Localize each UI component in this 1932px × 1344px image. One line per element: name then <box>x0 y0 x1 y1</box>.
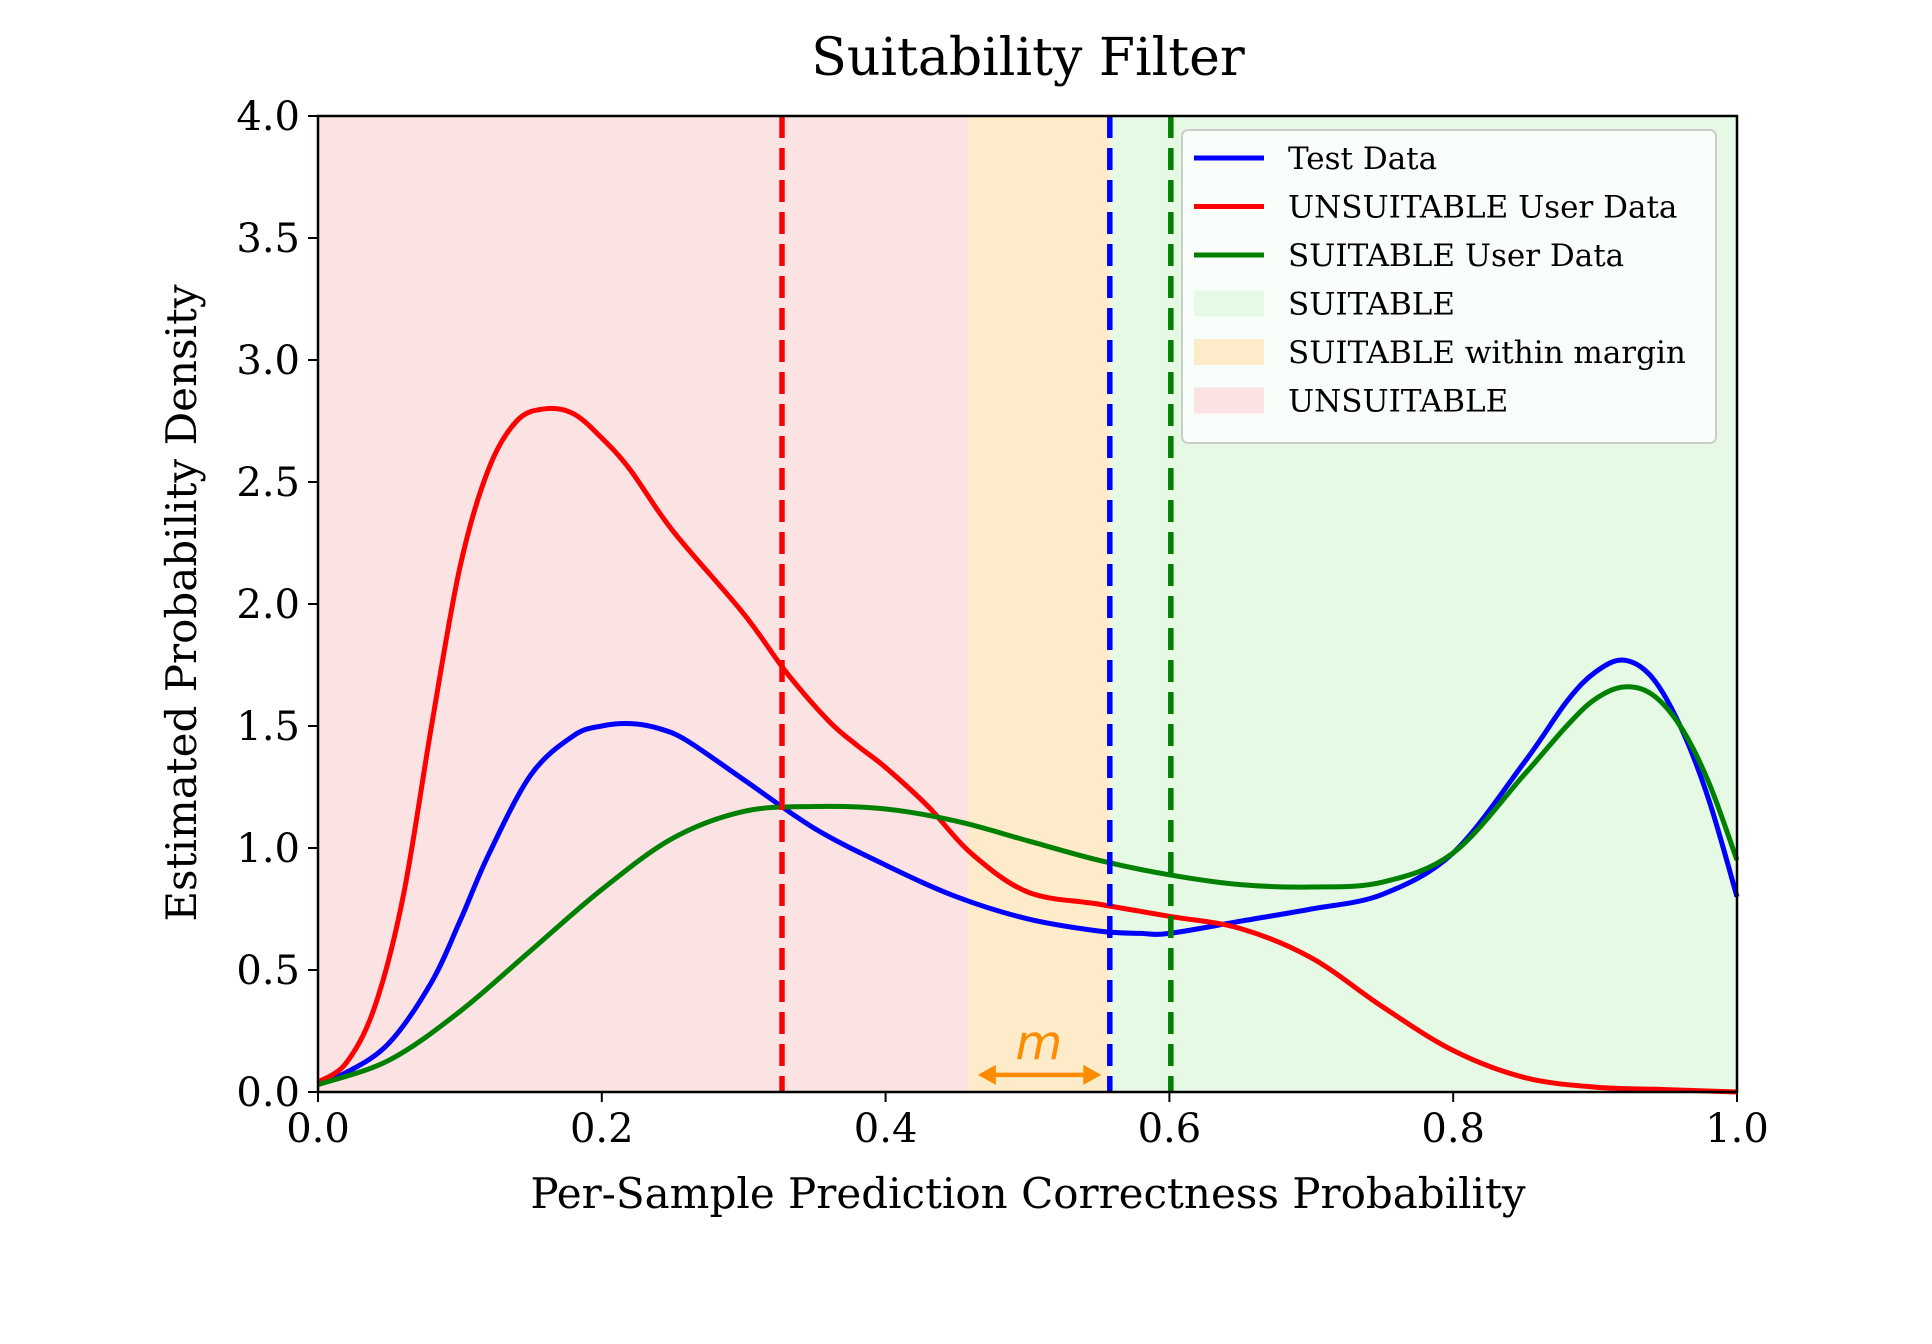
y-tick-label: 4.0 <box>236 94 300 140</box>
x-tick-label: 0.2 <box>570 1106 634 1152</box>
x-tick-label: 0.6 <box>1138 1106 1202 1152</box>
margin-annotation: m <box>977 1015 1102 1085</box>
series-test-data <box>317 657 1740 1085</box>
region-unsuitable <box>318 116 968 1092</box>
threshold-lines <box>779 116 1174 1092</box>
x-axis-label: Per-Sample Prediction Correctness Probab… <box>530 1169 1525 1218</box>
x-tick-label: 0.0 <box>286 1106 350 1152</box>
margin-arrow-head-left <box>977 1064 996 1085</box>
series-layer <box>316 405 1740 1095</box>
y-tick-label: 3.0 <box>236 338 300 384</box>
legend-label: UNSUITABLE <box>1288 384 1508 420</box>
series-suitable-user-data <box>317 684 1740 1088</box>
y-tick-label: 2.5 <box>236 460 300 506</box>
x-tick-label: 0.4 <box>854 1106 918 1152</box>
tick-marks <box>308 115 1738 1102</box>
x-tick-label: 0.8 <box>1421 1106 1485 1152</box>
y-tick-label: 3.5 <box>236 216 300 262</box>
plot-frame <box>316 114 1739 1094</box>
margin-label: m <box>1015 1015 1062 1071</box>
legend-label: SUITABLE within margin <box>1288 335 1686 371</box>
series-unsuitable-user-data <box>316 405 1738 1095</box>
y-axis-label: Estimated Probability Density <box>157 284 206 921</box>
region-suitable-within-margin <box>967 116 1110 1092</box>
y-tick-label: 2.0 <box>236 582 300 628</box>
y-tick-label: 0.0 <box>236 1070 300 1116</box>
y-tick-labels: 0.0 0.5 1.0 1.5 2.0 2.5 3.0 3.5 4.0 <box>236 94 300 1116</box>
x-tick-labels: 0.0 0.2 0.4 0.6 0.8 1.0 <box>286 1106 1769 1152</box>
legend-label: SUITABLE User Data <box>1288 238 1624 274</box>
legend-swatch <box>1194 290 1264 317</box>
margin-arrow-head-right <box>1083 1064 1102 1085</box>
legend: Test Data UNSUITABLE User Data SUITABLE Us… <box>1181 129 1717 444</box>
legend-label: UNSUITABLE User Data <box>1288 190 1677 226</box>
legend-box <box>1181 129 1717 444</box>
legend-label: Test Data <box>1288 141 1437 177</box>
x-tick-label: 1.0 <box>1705 1106 1769 1152</box>
y-tick-label: 0.5 <box>236 948 300 994</box>
legend-swatch <box>1194 387 1264 414</box>
y-tick-label: 1.5 <box>236 704 300 750</box>
legend-label: SUITABLE <box>1288 287 1455 323</box>
chart-title: Suitability Filter <box>811 28 1245 88</box>
y-tick-label: 1.0 <box>236 826 300 872</box>
legend-swatch <box>1194 339 1264 365</box>
